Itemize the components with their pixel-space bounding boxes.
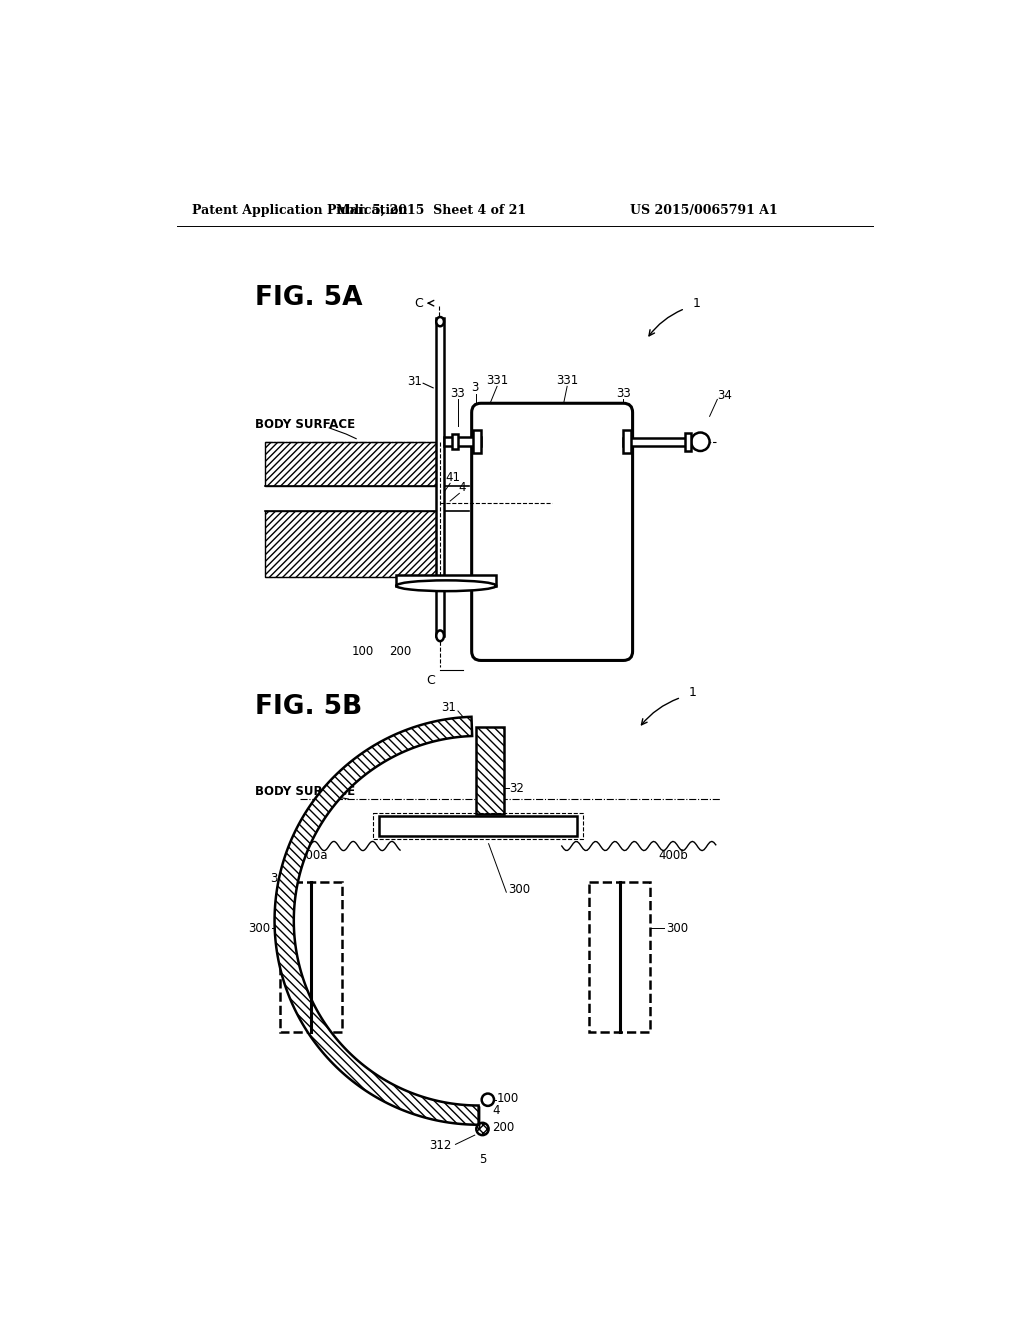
Text: 32: 32 [509,781,524,795]
Bar [624,430,631,453]
Ellipse shape [436,631,444,642]
Bar [444,437,481,446]
Bar [624,438,692,446]
Bar [436,318,444,636]
Text: 41: 41 [444,471,460,484]
Text: 312: 312 [429,1139,452,1152]
Bar [476,726,504,814]
Text: FIG. 5A: FIG. 5A [255,285,362,312]
Text: 3: 3 [270,871,278,884]
Text: 31: 31 [407,375,422,388]
Bar [452,434,458,449]
Bar [685,433,691,451]
Text: 33: 33 [616,387,631,400]
Text: 4: 4 [493,1104,500,1117]
Text: BODY SURFACE: BODY SURFACE [255,417,355,430]
Text: C: C [415,297,423,310]
Text: 4: 4 [458,482,466,495]
Text: 100: 100 [352,644,374,657]
Text: FIG. 5B: FIG. 5B [255,694,362,721]
Bar [265,442,438,486]
Bar [473,430,481,453]
Text: 400a: 400a [298,849,328,862]
Bar [379,816,578,836]
Text: 2: 2 [585,510,592,523]
Text: US 2015/0065791 A1: US 2015/0065791 A1 [630,205,777,218]
Text: Patent Application Publication: Patent Application Publication [193,205,408,218]
Bar [280,882,342,1032]
Ellipse shape [436,317,444,326]
Bar [396,576,497,586]
Polygon shape [274,717,478,1125]
Text: 34: 34 [717,389,732,403]
Text: BODY SURFACE: BODY SURFACE [255,785,355,797]
Text: C: C [426,675,435,688]
Ellipse shape [396,581,497,591]
Text: 1: 1 [692,297,700,310]
Text: 300: 300 [508,883,530,896]
Text: 5: 5 [473,624,480,638]
Text: 5: 5 [479,1154,486,1167]
Text: 31: 31 [441,701,456,714]
Bar [373,813,584,840]
Bar [589,882,650,1032]
Text: 200: 200 [389,644,412,657]
Text: 200: 200 [492,1121,514,1134]
Ellipse shape [481,1093,494,1106]
Text: 300: 300 [666,921,688,935]
Text: 33: 33 [451,387,465,400]
Text: 331: 331 [556,374,579,387]
Text: 300: 300 [249,921,270,935]
Text: 400b: 400b [658,849,688,862]
Text: 3: 3 [471,381,478,395]
Ellipse shape [691,433,710,451]
Bar [265,511,438,577]
FancyBboxPatch shape [472,404,633,660]
Text: 331: 331 [486,374,508,387]
Text: 100: 100 [497,1092,519,1105]
Text: Mar. 5, 2015  Sheet 4 of 21: Mar. 5, 2015 Sheet 4 of 21 [336,205,526,218]
Text: 1: 1 [689,686,696,700]
